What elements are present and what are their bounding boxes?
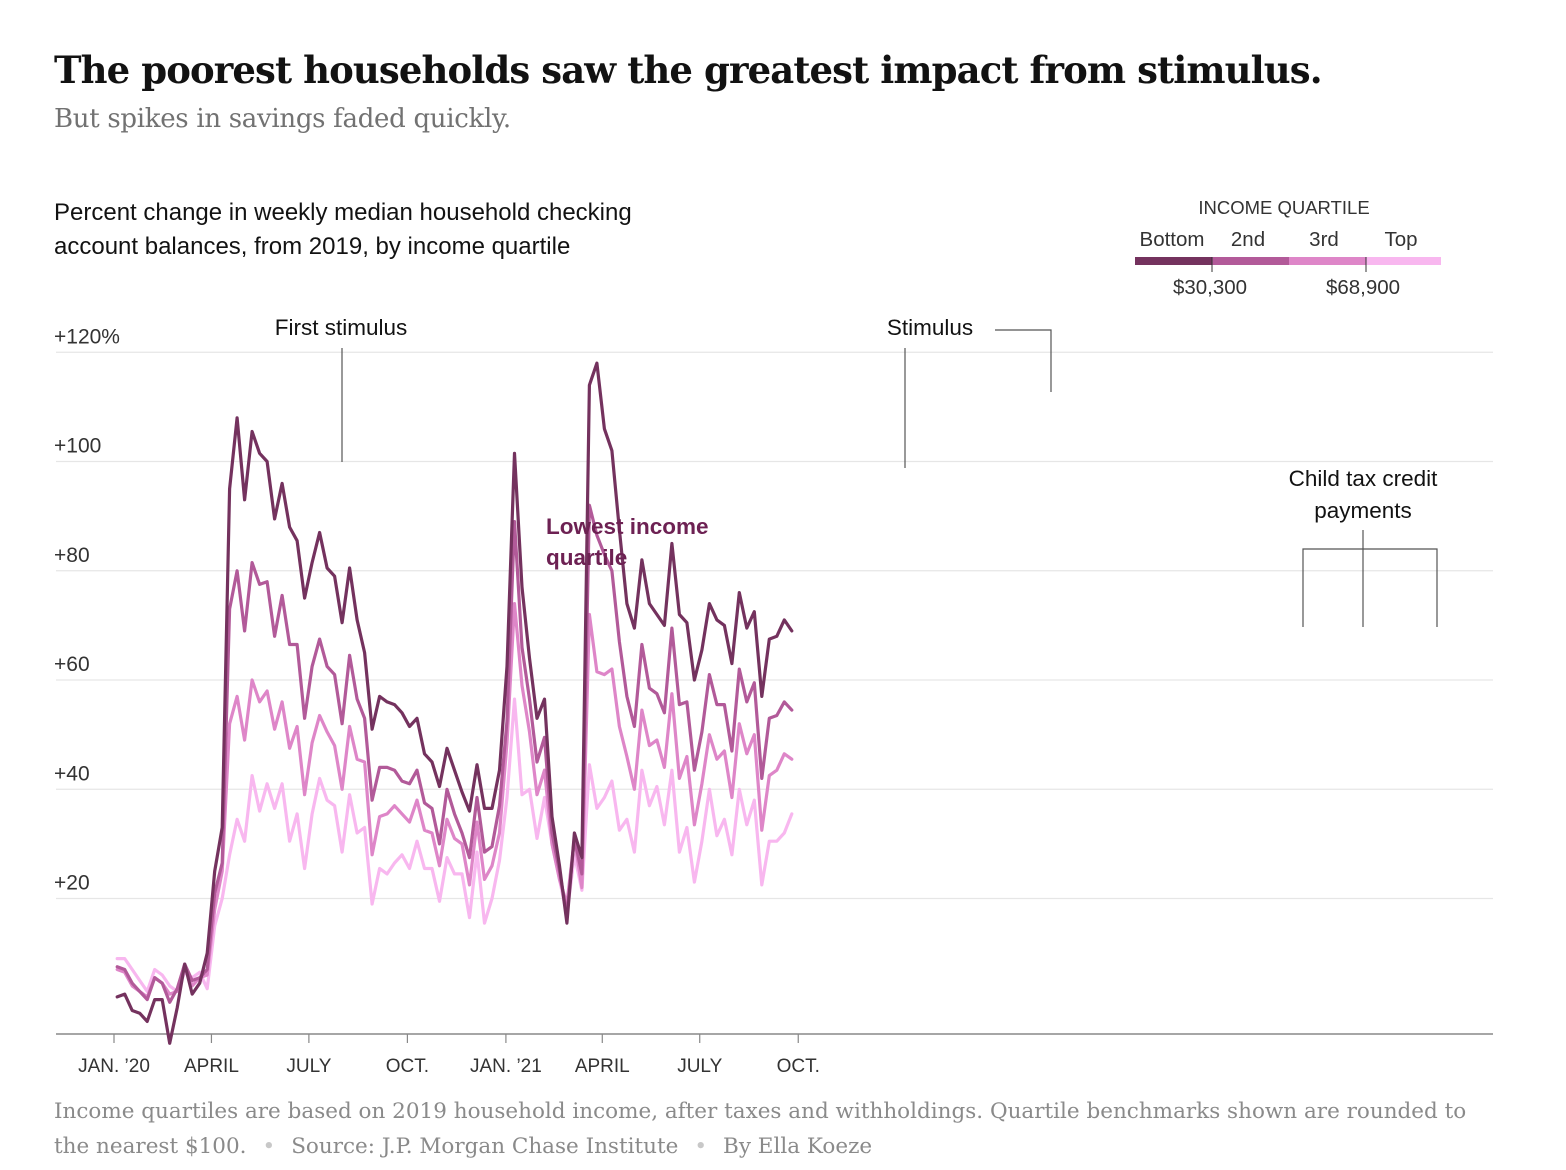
- annotation-stimulus: Stimulus: [887, 315, 973, 340]
- y-tick-label: +120%: [54, 325, 120, 348]
- y-tick-label: +80: [54, 544, 90, 567]
- series-line-2nd: [115, 503, 794, 1004]
- y-tick-label: +20: [54, 872, 90, 895]
- series-line-bottom: [115, 361, 794, 1045]
- legend-swatch-top: [1366, 257, 1441, 265]
- chart-title-line-1: Percent change in weekly median househol…: [54, 199, 632, 226]
- legend-benchmark-2: $68,900: [1326, 276, 1400, 299]
- x-axis-ticks: JAN. ’20 APRIL JULY OCT. JAN. ’21 APRIL JULY OC…: [78, 1034, 820, 1077]
- x-tick-label: OCT.: [386, 1056, 429, 1077]
- subheadline: But spikes in savings faded quickly.: [54, 104, 511, 134]
- legend-swatch-2nd: [1212, 257, 1289, 265]
- legend: INCOME QUARTILE Bottom 2nd 3rd Top $30,3…: [1135, 197, 1441, 299]
- gridlines: [56, 351, 1493, 900]
- annotation-first-stimulus: First stimulus: [275, 315, 408, 340]
- chart-title-line-2: account balances, from 2019, by income q…: [54, 233, 571, 260]
- y-axis-labels: +20 +40 +60 +80 +100 +120%: [54, 325, 120, 894]
- series-line-3rd: [115, 601, 794, 999]
- footer-byline: By Ella Koeze: [723, 1134, 873, 1159]
- x-tick-label: OCT.: [777, 1056, 820, 1077]
- y-tick-label: +60: [54, 653, 90, 676]
- annotation-leaders: [341, 329, 1438, 627]
- footer-note: Income quartiles are based on 2019 house…: [54, 1099, 1467, 1159]
- x-tick-label: JAN. ’20: [78, 1056, 150, 1077]
- legend-benchmark-1: $30,300: [1173, 276, 1247, 299]
- footer-separator: •: [262, 1134, 276, 1159]
- leader-child-tax-bracket: [1302, 548, 1438, 627]
- headline: The poorest households saw the greatest …: [54, 48, 1323, 92]
- footer-source: Source: J.P. Morgan Chase Institute: [291, 1134, 679, 1159]
- footer-notes: Income quartiles are based on 2019 house…: [54, 1094, 1474, 1164]
- series-lines: [115, 361, 794, 1045]
- series-label-lowest-line-1: Lowest income: [546, 514, 709, 539]
- legend-swatch-bottom: [1135, 257, 1212, 265]
- legend-label-3rd: 3rd: [1309, 228, 1339, 251]
- footer-separator: •: [694, 1134, 708, 1159]
- legend-label-bottom: Bottom: [1140, 228, 1205, 251]
- legend-label-2nd: 2nd: [1231, 228, 1265, 251]
- annotation-labels: First stimulus Stimulus Child tax credit…: [275, 315, 1438, 570]
- x-tick-label: APRIL: [575, 1056, 630, 1077]
- series-line-top: [115, 697, 794, 994]
- y-tick-label: +100: [54, 435, 101, 458]
- series-label-lowest-line-2: quartile: [546, 545, 627, 570]
- annotation-child-tax-line-2: payments: [1314, 498, 1412, 523]
- line-chart: +20 +40 +60 +80 +100 +120% JAN. ’20 APRIL JULY O…: [54, 197, 1493, 1077]
- annotation-child-tax-line-1: Child tax credit: [1289, 466, 1439, 491]
- leader-stimulus-march: [995, 329, 1052, 392]
- x-tick-label: APRIL: [184, 1056, 239, 1077]
- legend-label-top: Top: [1384, 228, 1417, 251]
- legend-swatch-3rd: [1289, 257, 1366, 265]
- legend-title: INCOME QUARTILE: [1198, 197, 1369, 218]
- x-tick-label: JAN. ’21: [470, 1056, 542, 1077]
- x-tick-label: JULY: [286, 1056, 331, 1077]
- x-tick-label: JULY: [677, 1056, 722, 1077]
- y-tick-label: +40: [54, 762, 90, 785]
- chart-title: Percent change in weekly median househol…: [54, 196, 754, 264]
